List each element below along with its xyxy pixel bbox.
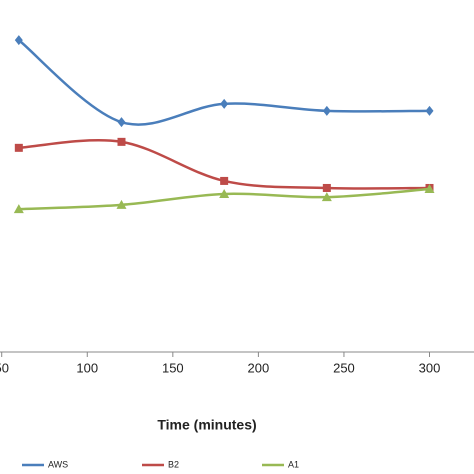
marker (220, 176, 229, 185)
legend-label: A1 (288, 459, 299, 469)
x-tick-label: 50 (0, 360, 9, 375)
marker (13, 204, 24, 214)
legend-label: AWS (48, 459, 68, 469)
marker (14, 143, 23, 152)
marker (322, 105, 331, 116)
legend-item: A1 (262, 459, 299, 469)
marker (117, 117, 126, 128)
marker (219, 188, 230, 198)
legend-label: B2 (168, 459, 179, 469)
legend-item: AWS (22, 459, 68, 469)
x-tick-label: 200 (248, 360, 270, 375)
marker (116, 199, 127, 209)
x-tick-label: 150 (162, 360, 184, 375)
legend-item: B2 (142, 459, 179, 469)
marker (220, 98, 229, 109)
marker (424, 184, 435, 194)
x-tick-label: 250 (333, 360, 355, 375)
x-axis-title: Time (minutes) (157, 417, 256, 433)
marker (321, 192, 332, 202)
marker (117, 137, 126, 146)
x-tick-label: 300 (419, 360, 441, 375)
marker (14, 35, 23, 46)
marker (322, 183, 331, 192)
x-tick-label: 100 (76, 360, 98, 375)
series-line (18, 39, 430, 126)
marker (425, 105, 434, 116)
